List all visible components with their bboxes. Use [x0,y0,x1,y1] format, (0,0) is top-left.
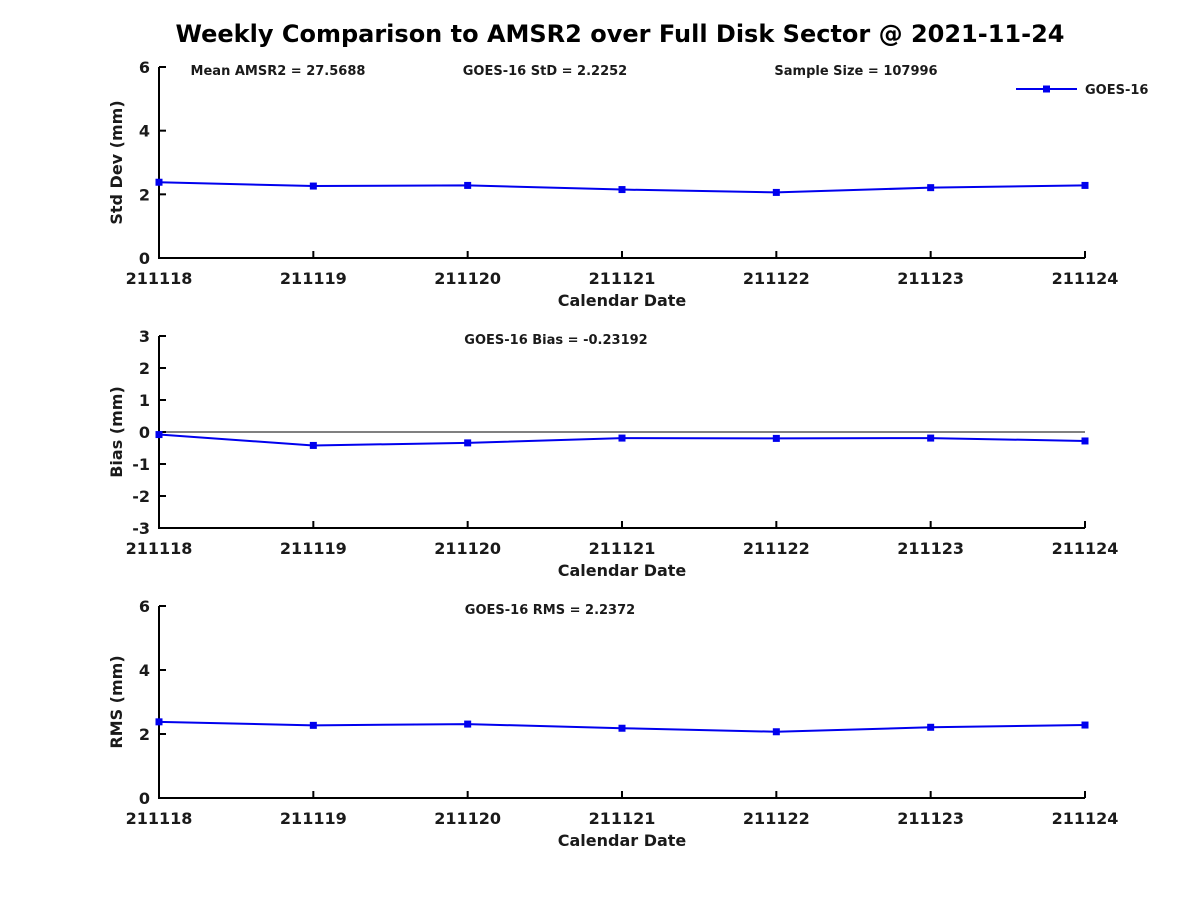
x-tick-label: 211119 [280,269,347,288]
data-point-marker [618,724,626,732]
y-tick-label: 2 [139,359,150,378]
y-tick-label: 6 [139,58,150,77]
stat-annotation: GOES-16 Bias = -0.23192 [464,333,647,348]
figure-title: Weekly Comparison to AMSR2 over Full Dis… [175,20,1065,48]
axis-frame [158,606,1085,799]
y-axis-label: Std Dev (mm) [107,100,126,224]
stat-annotation: GOES-16 StD = 2.2252 [463,64,627,79]
y-tick-label: -2 [132,487,150,506]
y-tick-label: 4 [139,122,150,141]
data-point-marker [772,188,780,196]
data-point-marker [155,178,163,186]
x-tick-label: 211118 [126,539,193,558]
y-tick-label: 0 [139,789,150,808]
y-tick-label: 2 [139,185,150,204]
y-axis-label: Bias (mm) [107,386,126,478]
x-tick-label: 211119 [280,809,347,828]
y-tick-label: 0 [139,423,150,442]
legend: GOES-16 [1016,83,1148,98]
x-axis-label: Calendar Date [558,291,687,310]
data-point-marker [155,718,163,726]
y-tick-label: 6 [139,597,150,616]
x-tick-label: 211121 [589,539,656,558]
x-tick-label: 211122 [743,269,810,288]
x-tick-label: 211124 [1052,539,1119,558]
stat-annotation: Mean AMSR2 = 27.5688 [191,64,366,79]
x-tick-label: 211120 [434,539,501,558]
axis-frame [158,67,1085,259]
data-point-marker [309,441,317,449]
chart-rms: 0 2 4 6 211118 211119 211120 211121 211122 211123… [107,597,1118,850]
data-point-marker [1081,437,1089,445]
x-tick-label: 211124 [1052,809,1119,828]
data-point-marker [772,434,780,442]
chart-bias: -3 -2 -1 0 1 2 3 211118 211119 211120 211121 211122… [107,327,1118,580]
y-tick-label: 4 [139,661,150,680]
data-point-marker [1081,181,1089,189]
stat-annotation: Sample Size = 107996 [774,64,937,79]
data-point-marker [618,434,626,442]
x-tick-label: 211123 [897,539,964,558]
data-point-marker [618,186,626,194]
x-tick-label: 211121 [589,809,656,828]
y-tick-label: -1 [132,455,150,474]
legend-marker [1043,85,1050,93]
x-tick-label: 211118 [126,809,193,828]
y-tick-label: 3 [139,327,150,346]
data-point-marker [927,723,935,731]
data-point-marker [464,181,472,189]
data-point-marker [309,182,317,190]
x-axis-label: Calendar Date [558,561,687,580]
x-tick-label: 211121 [589,269,656,288]
data-point-marker [309,721,317,729]
y-tick-label: 1 [139,391,150,410]
data-point-marker [772,728,780,736]
x-axis-label: Calendar Date [558,831,687,850]
data-point-marker [155,431,163,439]
legend-label: GOES-16 [1085,83,1148,98]
x-tick-label: 211124 [1052,269,1119,288]
x-tick-label: 211123 [897,809,964,828]
x-tick-label: 211120 [434,809,501,828]
x-tick-label: 211118 [126,269,193,288]
x-tick-label: 211120 [434,269,501,288]
y-tick-label: 2 [139,725,150,744]
x-tick-label: 211122 [743,539,810,558]
data-point-marker [927,184,935,192]
x-tick-label: 211122 [743,809,810,828]
data-point-marker [464,720,472,728]
y-axis-label: RMS (mm) [107,655,126,748]
data-point-marker [927,434,935,442]
chart-std-dev: 0 2 4 6 211118 211119 211120 211121 211122 211123… [107,58,1148,310]
data-point-marker [1081,721,1089,729]
x-tick-label: 211123 [897,269,964,288]
y-tick-label: -3 [132,519,150,538]
y-tick-label: 0 [139,249,150,268]
data-point-marker [464,439,472,447]
x-tick-label: 211119 [280,539,347,558]
stat-annotation: GOES-16 RMS = 2.2372 [465,603,635,618]
